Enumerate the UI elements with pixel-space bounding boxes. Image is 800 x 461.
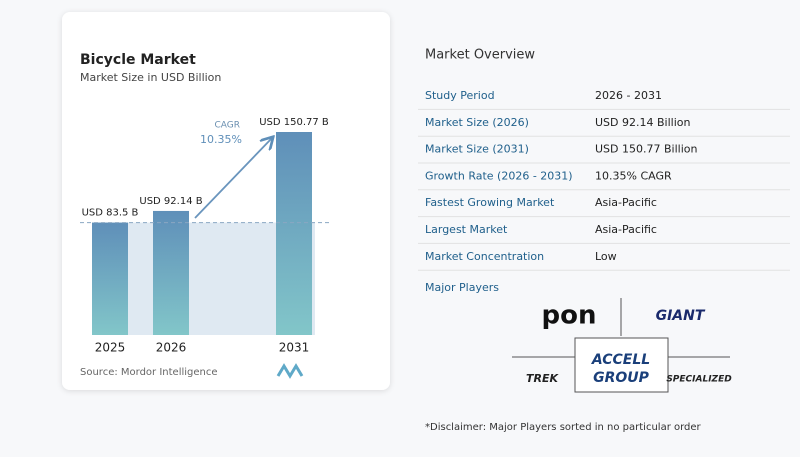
value-label: USD 150.77 B [259, 117, 329, 128]
bar [92, 222, 128, 335]
logo-giant: GIANT [656, 308, 706, 324]
row-label: Study Period [425, 89, 495, 102]
cagr-arrow [194, 138, 272, 219]
row-label: Largest Market [425, 223, 508, 236]
logo-pon: pon [542, 301, 597, 331]
logo-specialized: SPECIALIZED [666, 375, 732, 385]
row-value: Asia-Pacific [595, 196, 657, 209]
row-label: Market Concentration [425, 250, 544, 263]
row-label: Market Size (2031) [425, 143, 529, 156]
source: Source: Mordor Intelligence [80, 367, 218, 378]
cagr-value: 10.35% [200, 133, 242, 146]
row-label: Growth Rate (2026 - 2031) [425, 169, 573, 182]
row-value: Asia-Pacific [595, 223, 657, 236]
logo-accell: ACCELL [591, 352, 650, 368]
row-value: 2026 - 2031 [595, 89, 662, 102]
x-tick-label: 2026 [156, 341, 187, 355]
overview-title: Market Overview [425, 48, 535, 63]
logo-group: GROUP [593, 370, 650, 386]
row-label: Market Size (2026) [425, 116, 529, 129]
value-label: USD 83.5 B [82, 208, 139, 219]
disclaimer: *Disclaimer: Major Players sorted in no … [425, 422, 702, 433]
players-title: Major Players [425, 281, 499, 294]
value-label: USD 92.14 B [139, 196, 202, 207]
logo-grid [512, 298, 730, 393]
bar [153, 210, 189, 335]
row-value: USD 92.14 Billion [595, 116, 690, 129]
x-tick-label: 2031 [279, 341, 310, 355]
row-value: USD 150.77 Billion [595, 143, 697, 156]
cagr-label: CAGR [214, 121, 240, 131]
row-value: Low [595, 250, 617, 263]
chart-title: Bicycle Market [80, 52, 196, 68]
chart-subtitle: Market Size in USD Billion [80, 71, 221, 84]
logo-trek: TREK [526, 372, 559, 385]
row-value: 10.35% CAGR [595, 169, 672, 182]
x-tick-label: 2025 [95, 341, 126, 355]
bar [276, 132, 312, 335]
row-label: Fastest Growing Market [425, 196, 555, 209]
brand-logo [276, 363, 304, 379]
